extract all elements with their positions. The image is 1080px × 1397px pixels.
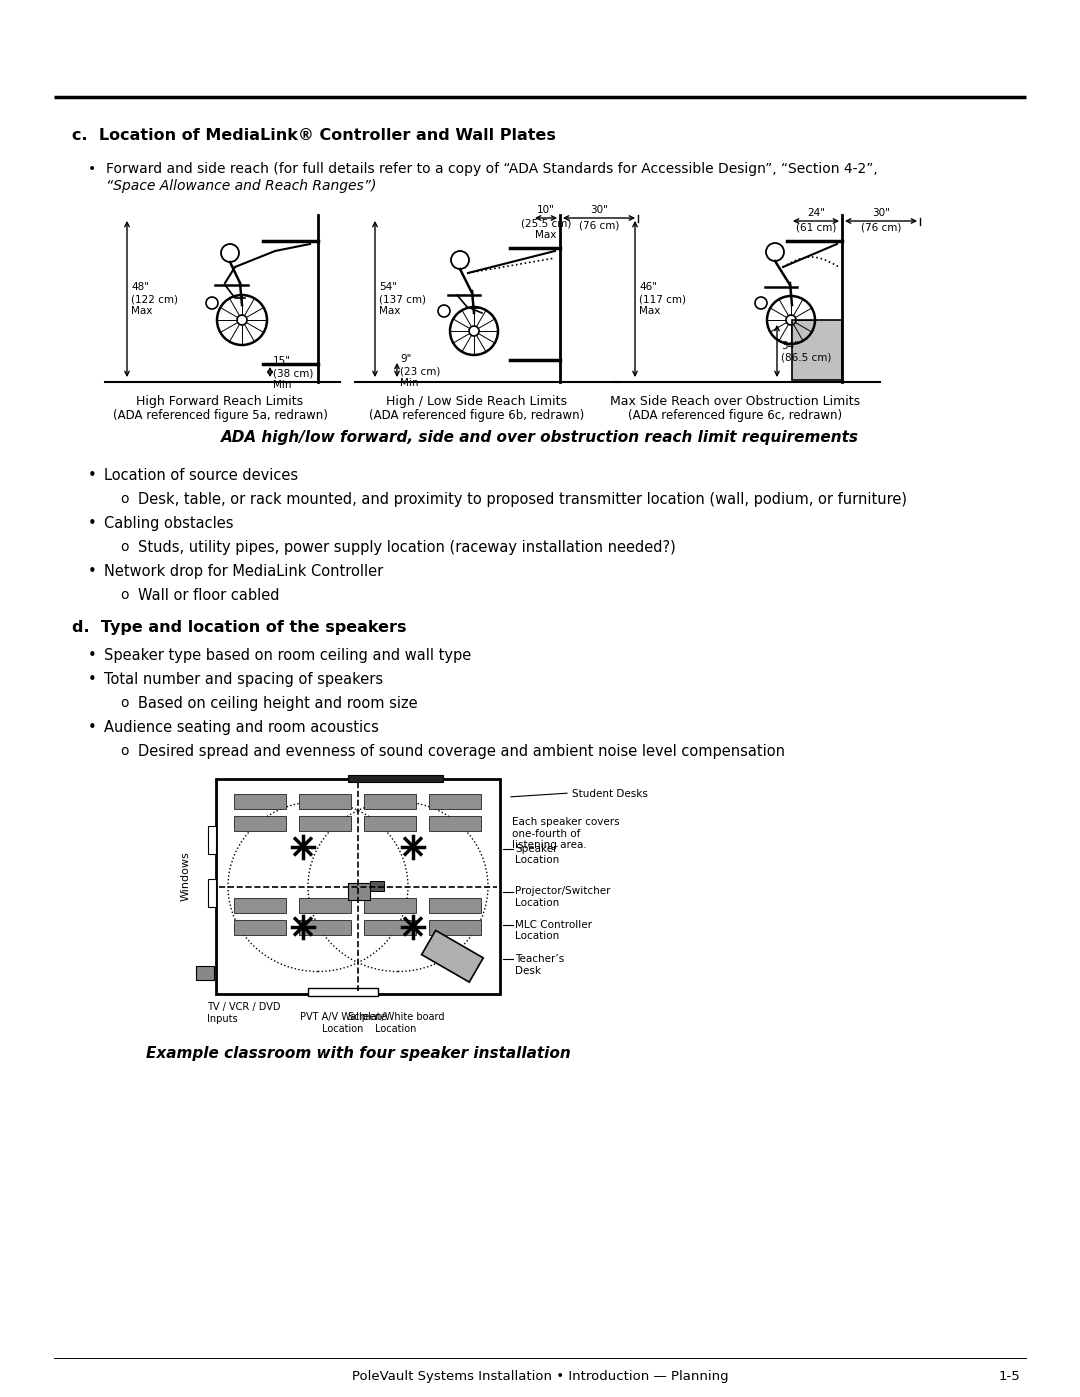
Text: 24": 24": [807, 208, 825, 218]
Text: Desk, table, or rack mounted, and proximity to proposed transmitter location (wa: Desk, table, or rack mounted, and proxim…: [138, 492, 907, 507]
Bar: [308, 988, 378, 996]
Bar: [234, 919, 286, 935]
Text: Audience seating and room acoustics: Audience seating and room acoustics: [104, 719, 379, 735]
Bar: [299, 793, 351, 809]
Text: o: o: [120, 696, 129, 710]
Bar: [364, 919, 416, 935]
Text: 15"
(38 cm)
Min: 15" (38 cm) Min: [273, 356, 313, 390]
Bar: [429, 793, 481, 809]
Text: PoleVault Systems Installation • Introduction — Planning: PoleVault Systems Installation • Introdu…: [352, 1370, 728, 1383]
Text: 9"
(23 cm)
Min: 9" (23 cm) Min: [400, 355, 441, 387]
Text: High / Low Side Reach Limits: High / Low Side Reach Limits: [387, 395, 567, 408]
Text: TV / VCR / DVD
Inputs: TV / VCR / DVD Inputs: [207, 1002, 281, 1024]
Text: Max: Max: [536, 231, 556, 240]
Text: 34"
(86.5 cm): 34" (86.5 cm): [781, 341, 832, 363]
Text: 30": 30": [590, 205, 608, 215]
Bar: [195, 965, 214, 981]
Text: Windows: Windows: [181, 852, 191, 901]
Text: MLC Controller
Location: MLC Controller Location: [515, 919, 592, 942]
Bar: [348, 775, 443, 782]
Text: •: •: [87, 648, 97, 664]
Text: Wall or floor cabled: Wall or floor cabled: [138, 588, 280, 604]
Bar: [208, 879, 216, 907]
Text: o: o: [120, 492, 129, 506]
Text: •: •: [87, 672, 97, 687]
Text: Speaker type based on room ceiling and wall type: Speaker type based on room ceiling and w…: [104, 648, 471, 664]
Text: Speaker
Location: Speaker Location: [515, 844, 559, 865]
Text: Desired spread and evenness of sound coverage and ambient noise level compensati: Desired spread and evenness of sound cov…: [138, 745, 785, 759]
Text: •: •: [87, 515, 97, 531]
Text: Projector/Switcher
Location: Projector/Switcher Location: [515, 887, 610, 908]
Bar: [234, 793, 286, 809]
Text: o: o: [120, 588, 129, 602]
Text: (76 cm): (76 cm): [861, 224, 901, 233]
Text: High Forward Reach Limits: High Forward Reach Limits: [136, 395, 303, 408]
Text: c.  Location of MediaLink® Controller and Wall Plates: c. Location of MediaLink® Controller and…: [72, 129, 556, 142]
Bar: [421, 930, 483, 982]
Text: 1-5: 1-5: [998, 1370, 1020, 1383]
Text: Screen/White board
Location: Screen/White board Location: [348, 1011, 444, 1034]
Text: (ADA referenced figure 6b, redrawn): (ADA referenced figure 6b, redrawn): [369, 409, 584, 422]
Text: •: •: [87, 564, 97, 578]
Bar: [370, 880, 384, 890]
Text: o: o: [120, 745, 129, 759]
Bar: [429, 919, 481, 935]
Text: 30": 30": [872, 208, 890, 218]
Bar: [429, 897, 481, 912]
Text: Teacher’s
Desk: Teacher’s Desk: [515, 954, 564, 975]
Text: Example classroom with four speaker installation: Example classroom with four speaker inst…: [146, 1046, 570, 1060]
Text: Each speaker covers
one-fourth of
listening area.: Each speaker covers one-fourth of listen…: [512, 817, 620, 851]
Text: Total number and spacing of speakers: Total number and spacing of speakers: [104, 672, 383, 687]
Bar: [792, 320, 842, 380]
Text: (61 cm): (61 cm): [796, 224, 836, 233]
Text: 10": 10": [537, 205, 555, 215]
Bar: [299, 816, 351, 831]
Text: “Space Allowance and Reach Ranges”): “Space Allowance and Reach Ranges”): [106, 179, 376, 193]
Bar: [364, 816, 416, 831]
Bar: [216, 780, 500, 995]
Bar: [364, 793, 416, 809]
Text: Network drop for MediaLink Controller: Network drop for MediaLink Controller: [104, 564, 383, 578]
Text: ADA high/low forward, side and over obstruction reach limit requirements: ADA high/low forward, side and over obst…: [221, 430, 859, 446]
Bar: [299, 897, 351, 912]
Bar: [364, 897, 416, 912]
Text: •: •: [87, 719, 97, 735]
Text: •: •: [87, 468, 97, 483]
Text: 54"
(137 cm)
Max: 54" (137 cm) Max: [379, 282, 426, 316]
Text: o: o: [120, 541, 129, 555]
Text: (ADA referenced figure 5a, redrawn): (ADA referenced figure 5a, redrawn): [112, 409, 327, 422]
Bar: [348, 883, 370, 900]
Text: Forward and side reach (for full details refer to a copy of “ADA Standards for A: Forward and side reach (for full details…: [106, 162, 878, 176]
Text: (ADA referenced figure 6c, redrawn): (ADA referenced figure 6c, redrawn): [627, 409, 842, 422]
Bar: [299, 919, 351, 935]
Bar: [429, 816, 481, 831]
Text: Based on ceiling height and room size: Based on ceiling height and room size: [138, 696, 418, 711]
Text: Cabling obstacles: Cabling obstacles: [104, 515, 233, 531]
Text: Max Side Reach over Obstruction Limits: Max Side Reach over Obstruction Limits: [610, 395, 860, 408]
Text: PVT A/V Wallplate
Location: PVT A/V Wallplate Location: [299, 1011, 387, 1034]
Bar: [234, 897, 286, 912]
Text: Location of source devices: Location of source devices: [104, 468, 298, 483]
Text: Studs, utility pipes, power supply location (raceway installation needed?): Studs, utility pipes, power supply locat…: [138, 541, 676, 555]
Bar: [208, 826, 216, 854]
Bar: [234, 816, 286, 831]
Text: (25.5 cm): (25.5 cm): [521, 218, 571, 228]
Text: d.  Type and location of the speakers: d. Type and location of the speakers: [72, 620, 406, 636]
Text: Student Desks: Student Desks: [572, 789, 648, 799]
Text: 48"
(122 cm)
Max: 48" (122 cm) Max: [131, 282, 178, 316]
Text: (76 cm): (76 cm): [579, 219, 619, 231]
Text: 46"
(117 cm)
Max: 46" (117 cm) Max: [639, 282, 686, 316]
Text: •: •: [87, 162, 96, 176]
